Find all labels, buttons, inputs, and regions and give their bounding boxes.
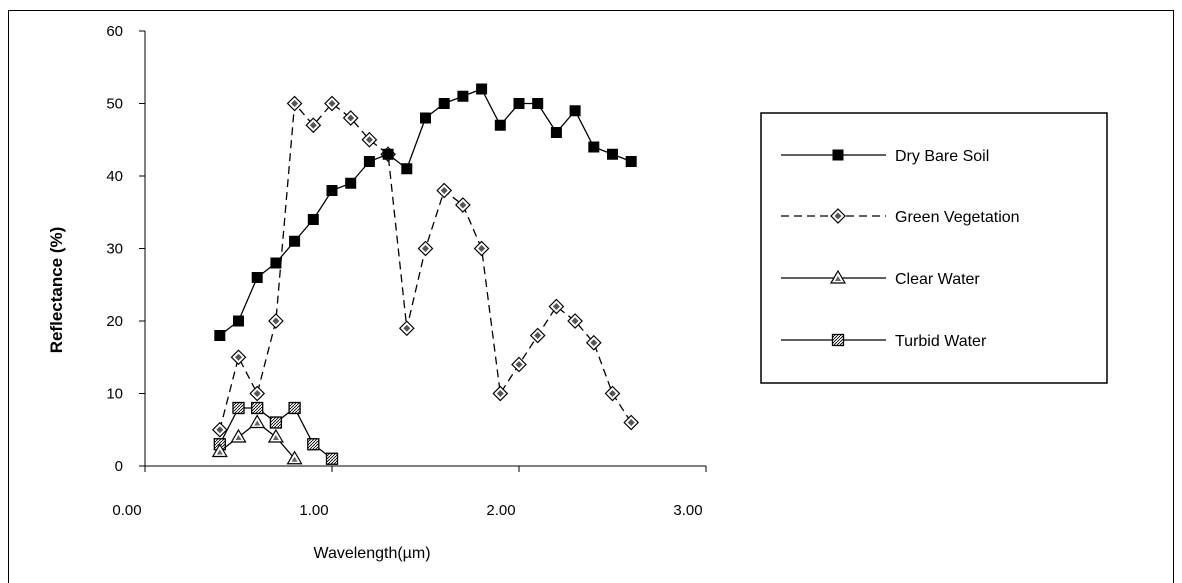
data-point (326, 185, 338, 196)
data-point (270, 257, 282, 269)
data-point (420, 112, 431, 124)
y-tick-label: 0 (115, 458, 123, 475)
data-point (401, 163, 413, 175)
y-tick-label: 50 (106, 96, 123, 113)
series-line-1 (219, 101, 632, 430)
data-point (325, 452, 339, 465)
data-point (230, 428, 247, 443)
data-point (438, 98, 450, 109)
data-point (363, 156, 375, 167)
data-point (567, 313, 583, 329)
data-point (625, 156, 637, 167)
data-point (324, 95, 340, 112)
data-point (232, 401, 245, 415)
data-point (230, 349, 247, 366)
data-point (398, 320, 415, 337)
data-point (436, 182, 453, 199)
data-point (269, 416, 283, 429)
data-point (342, 110, 359, 126)
y-axis-title: Reflectance (%) (47, 227, 66, 354)
data-point (211, 421, 228, 438)
data-point (307, 438, 320, 451)
y-tick-label: 60 (106, 23, 123, 40)
data-point (288, 401, 301, 415)
data-point (361, 131, 378, 148)
series-lines (219, 88, 632, 460)
x-tick-label: 1.00 (299, 502, 328, 519)
data-point (473, 240, 490, 257)
data-point (607, 148, 618, 160)
data-point (233, 315, 244, 327)
y-tick-label: 30 (106, 241, 123, 258)
data-point (211, 443, 228, 458)
data-point (585, 334, 602, 351)
data-point (513, 98, 525, 109)
series-markers (211, 83, 640, 465)
legend-marker (832, 149, 844, 161)
data-point (417, 240, 434, 257)
data-point (251, 272, 263, 283)
y-tick-label: 10 (106, 386, 123, 403)
data-point (550, 127, 562, 138)
data-point (251, 401, 264, 415)
x-axis-title: Wavelength(µm) (313, 545, 430, 562)
legend-label: Green Vegetation (895, 209, 1020, 226)
data-point (307, 214, 319, 225)
x-tick-label: 3.00 (673, 502, 702, 519)
legend-marker (830, 208, 846, 224)
data-point (249, 414, 266, 429)
data-point (455, 197, 471, 213)
data-point (345, 177, 357, 189)
x-tick-label: 2.00 (486, 502, 515, 519)
y-tick-label: 40 (106, 168, 123, 185)
data-point (604, 385, 621, 402)
legend-label: Dry Bare Soil (895, 148, 989, 165)
series-line-0 (219, 88, 632, 337)
data-point (249, 385, 266, 402)
data-point (457, 90, 469, 102)
legend-marker (829, 269, 847, 284)
data-point (214, 330, 226, 341)
legend-box (760, 112, 1108, 384)
data-point (476, 83, 488, 95)
data-point (286, 95, 303, 112)
x-ticks: 0.00 1.00 2.00 3.00 (112, 466, 707, 519)
legend-marker (831, 333, 845, 347)
data-point (529, 327, 546, 344)
data-point (492, 385, 509, 402)
data-point (286, 450, 303, 465)
data-point (305, 117, 322, 134)
data-point (548, 298, 565, 315)
legend-label: Turbid Water (895, 333, 987, 350)
y-ticks: 0 10 20 30 40 50 60 (106, 23, 145, 475)
data-point (569, 105, 581, 117)
data-point (532, 98, 544, 109)
data-point (382, 148, 394, 160)
data-point (267, 428, 284, 443)
data-point (289, 235, 301, 247)
y-tick-label: 20 (106, 313, 123, 330)
chart-frame (8, 10, 1174, 583)
data-point (588, 141, 600, 153)
data-point (494, 119, 506, 131)
x-tick-label: 0.00 (112, 502, 141, 519)
data-point (511, 356, 527, 373)
legend: Dry Bare Soil Green Vegetation Clear Water… (760, 112, 1108, 384)
legend-label: Clear Water (895, 271, 980, 288)
data-point (268, 313, 284, 329)
data-point (623, 414, 640, 431)
